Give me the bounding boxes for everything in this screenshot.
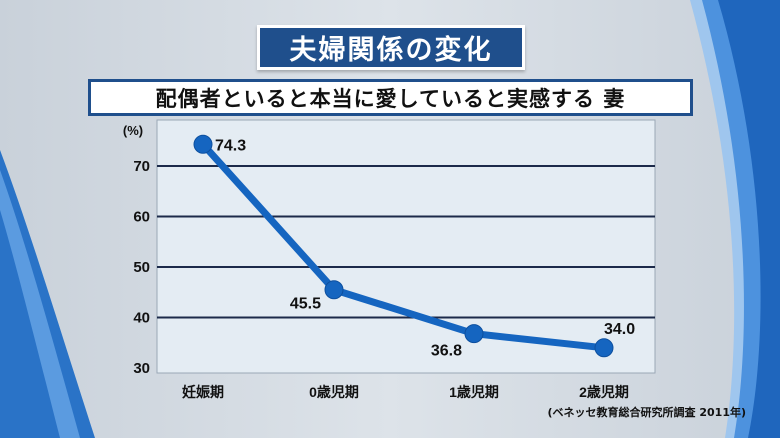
data-points	[193, 134, 614, 358]
y-tick-label: 50	[133, 259, 150, 276]
data-point	[464, 324, 484, 344]
left-blue-curve	[0, 150, 95, 438]
data-label: 45.5	[290, 296, 321, 313]
y-tick-label: 60	[133, 209, 150, 226]
data-point	[594, 338, 614, 358]
data-point	[193, 134, 213, 154]
data-label: 74.3	[215, 137, 246, 154]
right-blue-band-pale	[690, 0, 744, 438]
right-blue-band-light	[700, 0, 761, 438]
y-tick-label: 40	[133, 310, 150, 327]
chart-subtitle: 配偶者といると本当に愛していると実感する 妻	[155, 86, 626, 111]
source-note: (ベネッセ教育総合研究所調査 2011年)	[547, 406, 747, 419]
x-axis-ticks: 妊娠期 0歳児期 1歳児期 2歳児期	[182, 384, 629, 400]
left-blue-curve-light	[0, 170, 80, 438]
data-label: 36.8	[431, 343, 462, 360]
right-blue-band	[715, 0, 780, 438]
x-tick-label: 2歳児期	[579, 384, 629, 400]
y-axis-ticks: 30 40 50 60 70	[133, 158, 150, 377]
data-point	[324, 280, 344, 300]
y-axis-unit: (%)	[123, 123, 143, 138]
x-tick-label: 妊娠期	[182, 384, 224, 400]
data-labels: 74.3 45.5 36.8 34.0	[215, 137, 635, 359]
subtitle-box: 配偶者といると本当に愛していると実感する 妻	[88, 79, 693, 116]
data-label: 34.0	[604, 321, 635, 338]
x-tick-label: 0歳児期	[309, 384, 359, 400]
grid-lines	[157, 165, 655, 319]
page-title: 夫婦関係の変化	[289, 35, 493, 66]
y-tick-label: 30	[133, 360, 150, 377]
y-tick-label: 70	[133, 158, 150, 175]
x-tick-label: 1歳児期	[449, 384, 499, 400]
plot-area	[156, 119, 656, 374]
title-box: 夫婦関係の変化	[257, 25, 525, 70]
series-line	[199, 140, 608, 352]
